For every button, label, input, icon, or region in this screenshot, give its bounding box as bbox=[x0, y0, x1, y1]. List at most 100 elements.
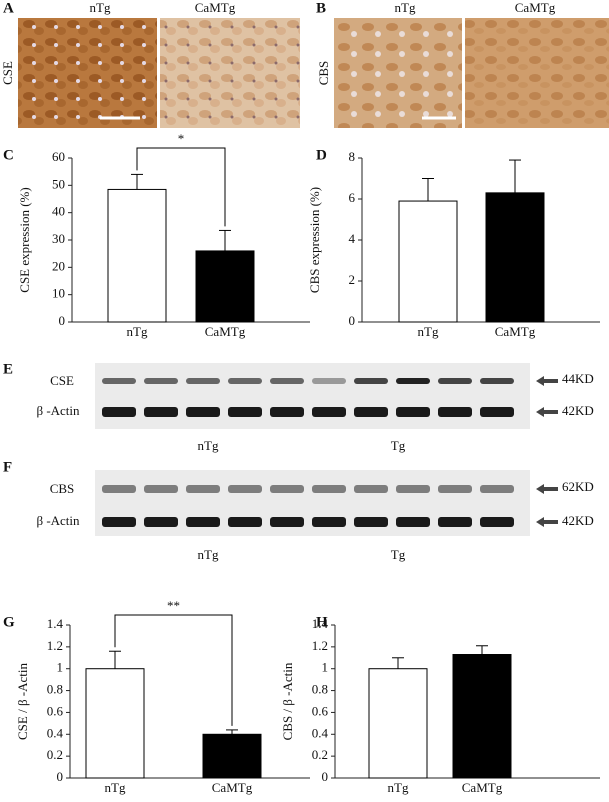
x-tick-label: nTg bbox=[105, 780, 126, 795]
blot-band bbox=[186, 378, 220, 384]
column-label: CaMTg bbox=[195, 0, 236, 15]
y-tick-label: 1.4 bbox=[47, 616, 64, 631]
blot-band bbox=[354, 485, 388, 493]
y-tick-label: 0 bbox=[349, 313, 356, 328]
x-tick-label: nTg bbox=[127, 324, 148, 339]
y-axis-label: CSE / β -Actin bbox=[15, 662, 30, 740]
blot-band bbox=[354, 517, 388, 527]
blot-band bbox=[270, 407, 304, 417]
histology-image bbox=[18, 18, 157, 128]
y-tick-label: 60 bbox=[52, 149, 65, 164]
blot-band bbox=[480, 517, 514, 527]
x-tick-label: nTg bbox=[418, 324, 439, 339]
y-axis-label: CBS expression (%) bbox=[307, 187, 322, 293]
y-tick-label: 6 bbox=[349, 190, 356, 205]
y-tick-label: 0 bbox=[322, 769, 329, 784]
column-label: nTg bbox=[90, 0, 111, 15]
y-tick-label: 0.2 bbox=[47, 747, 63, 762]
arrow bbox=[536, 407, 558, 417]
y-axis-label: CSE expression (%) bbox=[17, 187, 32, 292]
blot-band bbox=[186, 517, 220, 527]
blot-band bbox=[354, 378, 388, 384]
group-label: nTg bbox=[198, 547, 219, 562]
blot-band bbox=[102, 517, 136, 527]
x-tick-label: CaMTg bbox=[462, 780, 503, 795]
significance-label: * bbox=[178, 131, 185, 146]
blot-band bbox=[438, 517, 472, 527]
histology-image bbox=[334, 18, 462, 128]
blot-band bbox=[186, 485, 220, 493]
bar bbox=[485, 192, 545, 323]
panel-letter: A bbox=[3, 0, 14, 16]
bar bbox=[202, 733, 262, 779]
y-tick-label: 10 bbox=[52, 286, 65, 301]
blot-band bbox=[438, 378, 472, 384]
significance-bracket bbox=[136, 147, 226, 227]
blot-band bbox=[312, 485, 346, 493]
panel-letter: E bbox=[3, 361, 13, 377]
band-size: 62KD bbox=[562, 479, 594, 494]
blot-band bbox=[144, 407, 178, 417]
arrow bbox=[536, 517, 558, 527]
stain-label: CBS bbox=[316, 61, 331, 86]
blot-band bbox=[228, 485, 262, 493]
bar bbox=[107, 188, 167, 323]
panel-letter: H bbox=[316, 614, 328, 630]
significance-bracket bbox=[114, 614, 233, 726]
histology-image bbox=[160, 18, 300, 128]
y-tick-label: 0.4 bbox=[47, 725, 64, 740]
blot-band bbox=[396, 485, 430, 493]
bar bbox=[85, 668, 145, 779]
band-size: 44KD bbox=[562, 371, 594, 386]
y-tick-label: 1.2 bbox=[312, 638, 328, 653]
panel-letter: F bbox=[3, 459, 12, 475]
blot-band bbox=[396, 407, 430, 417]
blot-band bbox=[438, 407, 472, 417]
bar bbox=[195, 250, 255, 323]
blot-band bbox=[228, 378, 262, 384]
y-tick-label: 0.2 bbox=[312, 747, 328, 762]
y-tick-label: 1 bbox=[57, 660, 64, 675]
blot-band bbox=[270, 517, 304, 527]
blot-row-label: β -Actin bbox=[36, 403, 80, 418]
blot-band bbox=[186, 407, 220, 417]
bar bbox=[452, 654, 512, 779]
x-tick-label: CaMTg bbox=[495, 324, 536, 339]
blot-band bbox=[228, 407, 262, 417]
blot-band bbox=[144, 378, 178, 384]
arrow bbox=[536, 376, 558, 386]
y-tick-label: 8 bbox=[349, 149, 356, 164]
y-tick-label: 0.4 bbox=[312, 725, 329, 740]
y-tick-label: 20 bbox=[52, 258, 65, 273]
y-tick-label: 0 bbox=[59, 313, 66, 328]
panel-letter: B bbox=[316, 0, 326, 16]
panel-letter: C bbox=[3, 147, 14, 163]
y-tick-label: 30 bbox=[52, 231, 65, 246]
blot-band bbox=[270, 485, 304, 493]
blot-band bbox=[102, 485, 136, 493]
group-label: nTg bbox=[198, 438, 219, 453]
group-label: Tg bbox=[391, 438, 406, 453]
blot-band bbox=[144, 517, 178, 527]
y-tick-label: 0 bbox=[57, 769, 64, 784]
y-tick-label: 1.2 bbox=[47, 638, 63, 653]
histology-image bbox=[465, 18, 609, 128]
y-tick-label: 40 bbox=[52, 204, 65, 219]
arrow bbox=[536, 484, 558, 494]
stain-label: CSE bbox=[0, 61, 15, 85]
blot-band bbox=[144, 485, 178, 493]
bar bbox=[398, 200, 458, 323]
blot-band bbox=[312, 517, 346, 527]
blot-band bbox=[102, 407, 136, 417]
bar bbox=[368, 668, 428, 779]
blot-row-label: CBS bbox=[50, 481, 75, 496]
x-tick-label: nTg bbox=[388, 780, 409, 795]
x-tick-label: CaMTg bbox=[212, 780, 253, 795]
panel-letter: G bbox=[3, 614, 15, 630]
y-tick-label: 4 bbox=[349, 231, 356, 246]
column-label: nTg bbox=[395, 0, 416, 15]
blot-row-label: CSE bbox=[50, 373, 74, 388]
blot-band bbox=[396, 517, 430, 527]
group-label: Tg bbox=[391, 547, 406, 562]
